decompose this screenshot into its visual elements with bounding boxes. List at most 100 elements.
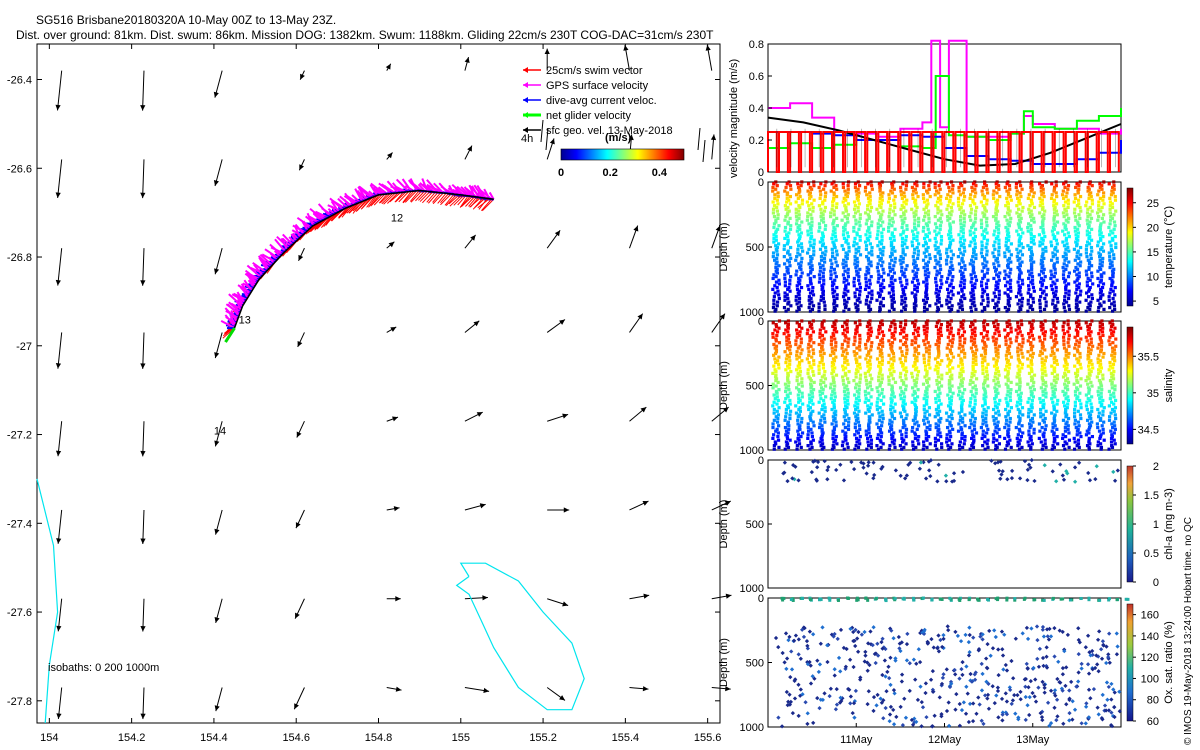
profile-point <box>1055 341 1059 345</box>
profile-point <box>1030 355 1034 359</box>
profile-point <box>1097 353 1101 357</box>
profile-point <box>1085 200 1089 204</box>
profile-point <box>903 355 908 359</box>
profile-point <box>924 389 928 394</box>
profile-point <box>1029 185 1033 190</box>
profile-point <box>924 350 929 354</box>
profile-point <box>913 296 918 301</box>
profile-point <box>835 224 839 228</box>
profile-point <box>841 375 845 379</box>
profile-point <box>843 224 847 228</box>
profile-point <box>847 307 851 311</box>
profile-point <box>1019 227 1023 231</box>
profile-point <box>807 222 811 226</box>
profile-point <box>1020 187 1024 191</box>
profile-point <box>1017 298 1022 302</box>
profile-point <box>854 189 858 193</box>
profile-point <box>948 271 953 275</box>
profile-point <box>1078 205 1082 210</box>
profile-point <box>1076 191 1080 195</box>
profile-point <box>1076 360 1080 365</box>
profile-point <box>958 397 962 401</box>
profile-point <box>902 420 906 424</box>
profile-point <box>1039 287 1043 291</box>
profile-point <box>1112 256 1116 261</box>
profile-point <box>771 200 775 204</box>
profile-point <box>960 256 964 261</box>
profile-point <box>857 398 861 403</box>
profile-point <box>1098 224 1103 228</box>
profile-point <box>823 205 828 210</box>
colorbar-tick-label: 0.4 <box>652 167 668 179</box>
profile-point <box>969 335 974 339</box>
profile-point <box>1065 362 1069 366</box>
profile-point <box>938 391 942 395</box>
profile-point <box>1108 321 1112 325</box>
profile-point <box>1018 305 1022 310</box>
gps-surface-velocity <box>383 185 391 195</box>
profile-point <box>830 207 834 211</box>
profile-point <box>866 364 870 368</box>
profile-point <box>1052 227 1056 231</box>
profile-point <box>806 182 811 186</box>
profile-point <box>1063 386 1068 390</box>
profile-point <box>834 205 839 210</box>
profile-point <box>846 289 850 293</box>
sfc-geo-arrowhead <box>140 192 146 199</box>
profile-point <box>794 207 798 211</box>
profile-point <box>785 242 790 246</box>
profile-point <box>869 326 873 330</box>
profile-point <box>937 249 941 253</box>
profile-point <box>1101 377 1105 381</box>
profile-point <box>963 337 967 341</box>
profile-point <box>973 285 977 290</box>
profile-point <box>911 418 916 422</box>
profile-point <box>856 271 860 275</box>
sfc-geo-arrowhead <box>140 105 146 111</box>
profile-point <box>958 218 963 222</box>
profile-point <box>797 204 801 208</box>
profile-point <box>1102 202 1106 206</box>
profile-point <box>798 189 802 193</box>
profile-point <box>864 273 868 277</box>
sfc-geo-arrowhead <box>294 703 299 710</box>
profile-point <box>1026 302 1030 306</box>
profile-point <box>957 386 961 390</box>
profile-point <box>935 378 939 383</box>
profile-point <box>1085 244 1089 248</box>
gps-surface-velocity <box>483 188 491 200</box>
profile-point <box>799 434 803 439</box>
profile-point <box>971 442 975 446</box>
profile-point <box>1073 258 1077 262</box>
profile-point <box>863 371 867 375</box>
profile-point <box>888 368 892 372</box>
profile-point <box>876 389 880 394</box>
profile-point <box>916 424 921 428</box>
profile-point <box>951 253 955 257</box>
profile-point <box>832 406 836 410</box>
sfc-geo-arrowhead <box>140 626 146 632</box>
profile-point <box>887 360 891 365</box>
profile-point <box>1067 216 1071 220</box>
profile-point <box>846 424 851 428</box>
profile-point <box>892 300 896 304</box>
profile-point <box>959 205 963 210</box>
profile-point <box>961 260 965 264</box>
profile-point <box>1029 346 1034 350</box>
profile-point <box>916 344 921 348</box>
profile-point <box>880 355 884 359</box>
profile-point <box>774 323 778 327</box>
profile-point <box>994 280 999 284</box>
profile-point <box>833 235 838 239</box>
profile-point <box>1064 407 1068 412</box>
profile-point <box>1110 269 1115 273</box>
profile-point <box>880 198 884 202</box>
profile-point <box>982 335 986 339</box>
profile-point <box>821 366 826 370</box>
swim-vector <box>316 217 329 230</box>
profile-point <box>854 265 858 270</box>
profile-point <box>771 251 776 255</box>
profile-point <box>797 388 801 392</box>
profile-point <box>869 260 873 264</box>
profile-point <box>904 427 909 431</box>
